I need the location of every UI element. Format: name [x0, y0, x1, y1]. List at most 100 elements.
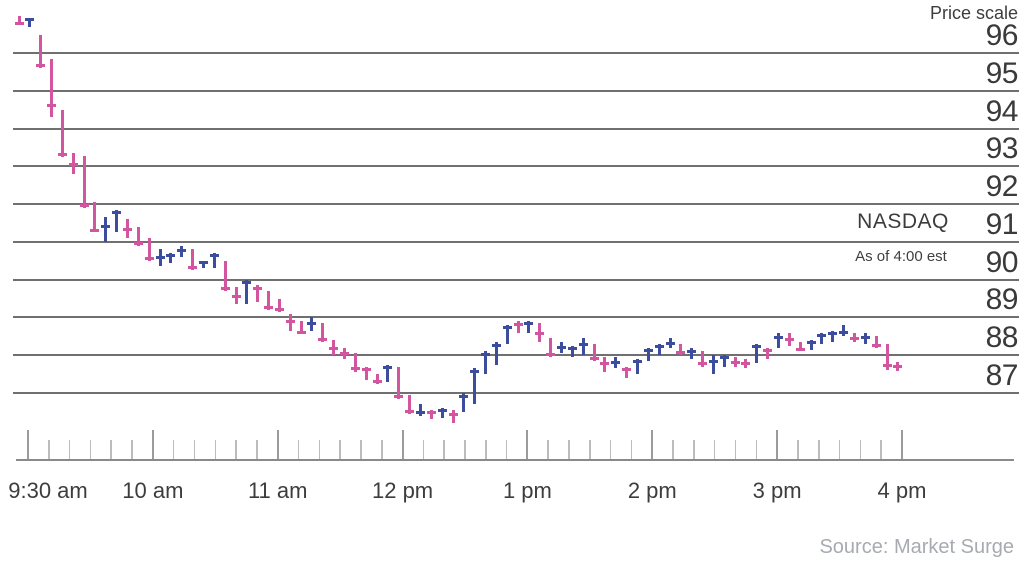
x-major-tick	[651, 430, 654, 459]
bar-close-tick	[394, 394, 404, 398]
bar-close-tick	[708, 359, 718, 363]
x-tick-label: 1 pm	[502, 478, 552, 503]
bar-close-tick	[882, 363, 892, 367]
x-minor-tick	[734, 440, 737, 459]
bar-close-tick	[502, 326, 512, 330]
x-axis-line	[16, 459, 1014, 461]
bar-close-tick	[730, 360, 740, 364]
price-gridline	[13, 354, 1019, 357]
x-tick-label: 12 pm	[371, 478, 434, 503]
x-tick-label: 2 pm	[627, 478, 677, 503]
bar-close-tick	[459, 394, 469, 398]
price-bar	[104, 217, 108, 242]
price-bar	[657, 343, 661, 356]
bar-close-tick	[741, 362, 751, 366]
price-bar	[592, 343, 596, 361]
bar-close-tick	[546, 353, 556, 357]
price-gridline	[13, 316, 1019, 319]
x-minor-tick	[68, 440, 71, 459]
price-bar	[646, 347, 650, 361]
bar-close-tick	[654, 345, 664, 349]
bar-close-tick	[264, 305, 274, 309]
price-bar	[462, 393, 466, 412]
bar-close-tick	[318, 338, 328, 342]
bar-close-tick	[513, 323, 523, 327]
price-bar	[635, 359, 639, 375]
as-of-time-label: As of 4:00 est	[855, 248, 947, 265]
source-attribution-label: Source: Market Surge	[819, 536, 1014, 558]
x-minor-tick	[797, 440, 799, 459]
bar-close-tick	[557, 346, 566, 350]
x-minor-tick	[360, 440, 362, 459]
price-bar	[201, 260, 205, 269]
x-minor-tick	[818, 440, 820, 459]
x-minor-tick	[505, 440, 508, 459]
price-bar	[17, 15, 21, 26]
price-bar	[527, 321, 531, 333]
price-bar	[299, 321, 303, 335]
bar-close-tick	[763, 348, 773, 352]
bar-close-tick	[177, 249, 187, 253]
price-bar	[820, 332, 824, 344]
price-bar	[386, 364, 390, 382]
bar-close-tick	[893, 365, 903, 369]
bar-close-tick	[470, 369, 480, 373]
x-minor-tick	[318, 440, 321, 459]
bar-close-tick	[372, 379, 382, 383]
price-bar	[885, 343, 889, 371]
price-tick-label: 89	[985, 283, 1019, 317]
bar-close-tick	[274, 308, 284, 312]
price-bar	[245, 279, 249, 305]
price-gridline	[13, 89, 1019, 92]
price-gridline	[13, 52, 1019, 54]
bar-close-tick	[329, 346, 339, 350]
bar-close-tick	[361, 368, 371, 372]
price-bar	[451, 410, 455, 424]
price-bar	[549, 338, 553, 358]
bar-close-tick	[68, 162, 78, 166]
price-bar	[722, 355, 726, 367]
price-bar	[473, 368, 477, 405]
x-minor-tick	[110, 440, 112, 459]
price-tick-label: 93	[985, 132, 1019, 166]
price-bar	[505, 325, 509, 344]
price-bar	[353, 353, 357, 373]
price-tick-label: 95	[985, 56, 1019, 90]
bar-close-tick	[774, 335, 783, 339]
price-bar	[766, 347, 770, 359]
x-tick-label: 9:30 am	[8, 478, 88, 503]
bar-close-tick	[14, 22, 24, 26]
price-bar	[267, 291, 271, 310]
bar-close-tick	[687, 350, 697, 354]
bar-close-tick	[123, 227, 132, 231]
bar-close-tick	[133, 241, 143, 245]
bar-close-tick	[101, 225, 111, 229]
price-bar	[755, 343, 759, 363]
bar-close-tick	[806, 341, 816, 345]
price-bar	[39, 34, 43, 69]
price-bar	[397, 366, 401, 399]
bar-close-tick	[231, 294, 241, 298]
bar-close-tick	[79, 203, 89, 207]
price-bar	[321, 323, 325, 342]
x-minor-tick	[880, 440, 882, 459]
price-bar	[798, 342, 802, 352]
price-gridline	[13, 165, 1019, 168]
bar-close-tick	[307, 321, 317, 325]
bar-close-tick	[188, 266, 198, 270]
x-minor-tick	[48, 440, 50, 459]
index-name-label: NASDAQ	[857, 210, 949, 233]
x-tick-label: 4 pm	[877, 478, 927, 503]
x-minor-tick	[713, 440, 716, 459]
price-bar	[440, 408, 444, 418]
bar-close-tick	[871, 343, 881, 347]
bar-close-tick	[198, 261, 208, 265]
price-scale-label: Price scale	[929, 3, 1018, 23]
price-bar	[256, 285, 260, 303]
price-bar	[679, 343, 683, 356]
price-bar	[50, 58, 54, 118]
bar-close-tick	[350, 367, 360, 371]
bar-close-tick	[285, 319, 295, 323]
bar-close-tick	[622, 367, 632, 371]
